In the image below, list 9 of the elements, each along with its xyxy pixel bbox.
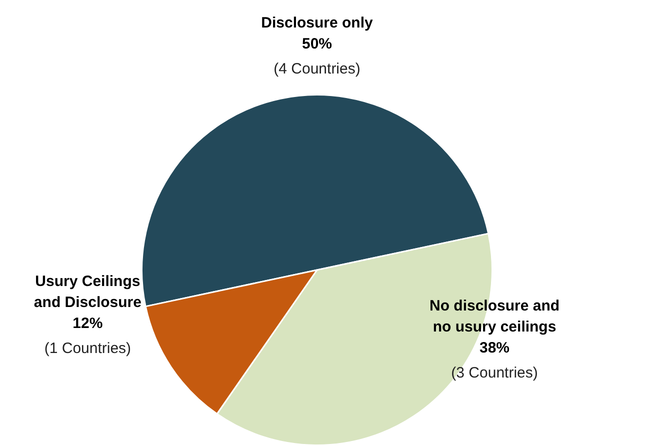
text: (3 Countries) [451,364,538,382]
slice-label: No disclosure and no usury ceilings [430,298,560,336]
slice-label: Usury Ceilings and Disclosure [34,273,142,312]
data-label: 50% [302,35,332,52]
data-label: 38% [480,340,510,357]
text: (1 Countries) [44,340,132,358]
slice-label: Disclosure only [261,14,374,32]
text: (4 Countries) [274,60,360,78]
data-label: 12% [72,315,103,332]
